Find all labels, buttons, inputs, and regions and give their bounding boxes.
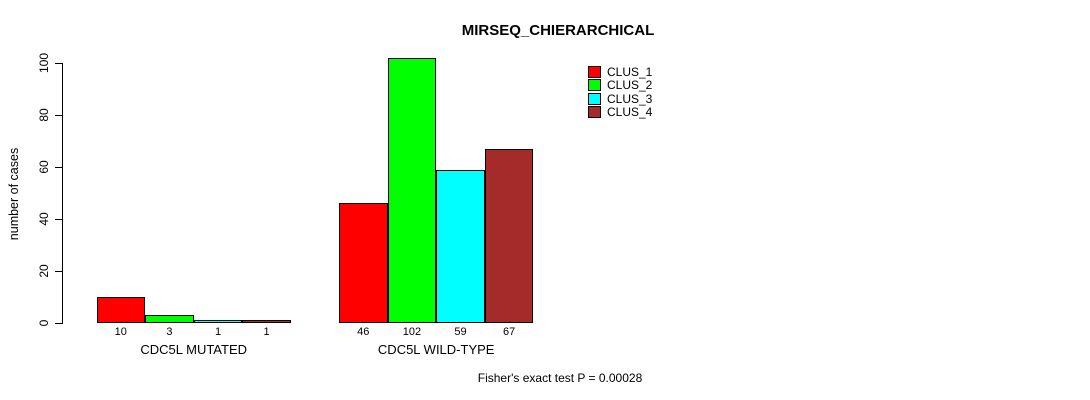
legend-swatch-clus_2 [588, 79, 601, 92]
bar-value-label: 67 [502, 326, 516, 338]
y-axis-tick-label: 0 [37, 319, 51, 327]
y-axis-tick-label: 100 [37, 52, 51, 74]
bar-value-label: 10 [114, 326, 127, 338]
bar-clus_3-2 [436, 169, 485, 323]
legend-swatch-clus_1 [588, 66, 601, 78]
fisher-test-annotation: Fisher's exact test P = 0.00028 [477, 371, 643, 385]
bar-value-label: 3 [166, 326, 173, 338]
legend-label-clus_2: CLUS_2 [607, 78, 653, 93]
y-axis-tick [55, 219, 62, 220]
bar-value-label: 46 [357, 326, 370, 338]
y-axis-tick-label: 20 [37, 264, 51, 278]
bar-clus_2-2 [387, 57, 437, 323]
bar-clus_4-2 [484, 148, 534, 323]
y-axis-tick [55, 323, 62, 324]
bar-clus_2-1 [145, 315, 194, 323]
legend-label-clus_4: CLUS_4 [607, 105, 653, 120]
legend-label-clus_1: CLUS_1 [607, 65, 653, 79]
legend-swatch-clus_3 [588, 92, 601, 105]
bar-value-label: 59 [454, 326, 467, 338]
bar-value-label: 102 [402, 326, 422, 338]
y-axis-tick-label: 60 [37, 160, 51, 174]
bar-clus_1-2 [339, 203, 388, 323]
y-axis-tick [55, 271, 62, 272]
y-axis-tick-label: 80 [37, 108, 51, 122]
category-label: CDC5L MUTATED [140, 342, 248, 357]
bar-value-label: 1 [263, 326, 270, 338]
y-axis-line [62, 63, 63, 324]
bar-value-label: 1 [214, 326, 222, 338]
bar-clus_1-1 [96, 297, 146, 323]
legend-swatch-clus_4 [588, 106, 601, 119]
y-axis-tick [55, 63, 62, 64]
chart-title: MIRSEQ_CHIERARCHICAL [461, 22, 655, 39]
bar-clus_4-1 [242, 320, 291, 323]
y-axis-tick [55, 167, 62, 168]
category-label: CDC5L WILD-TYPE [377, 342, 495, 357]
legend-label-clus_3: CLUS_3 [607, 91, 653, 106]
bar-clus_3-1 [193, 320, 243, 323]
y-axis-tick-label: 40 [37, 212, 51, 226]
y-axis-tick [55, 115, 62, 116]
